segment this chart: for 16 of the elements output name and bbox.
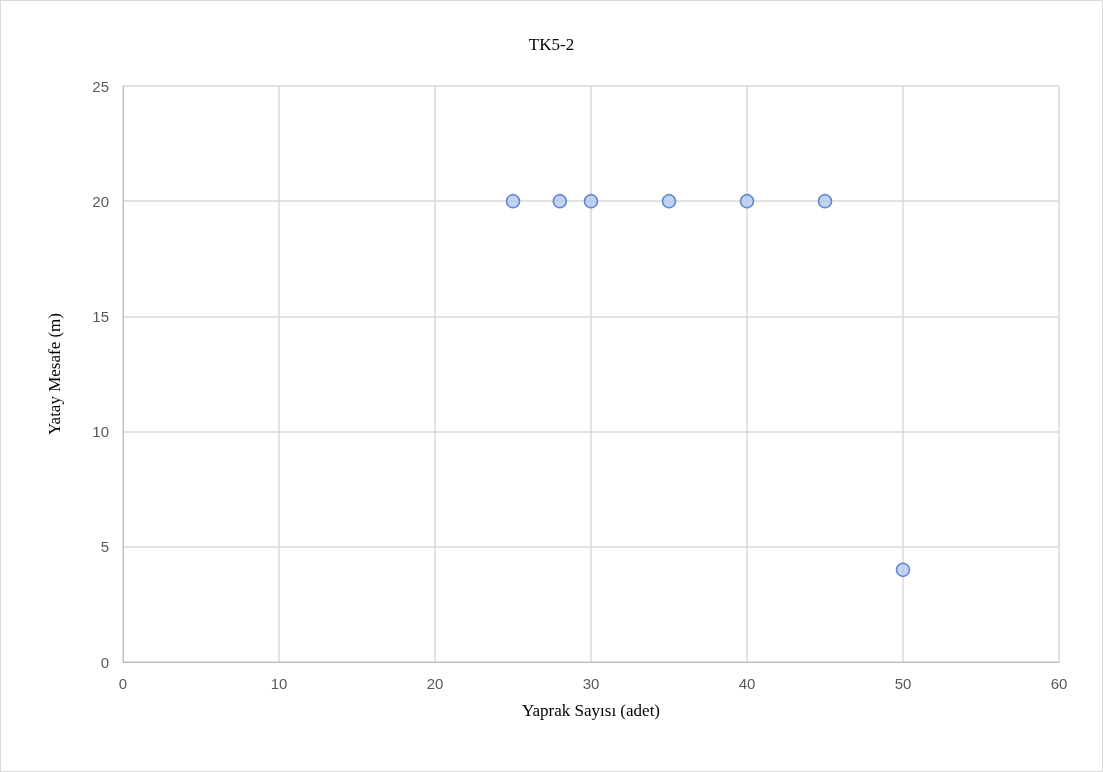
y-tick-label: 0: [100, 653, 109, 671]
y-tick-label: 15: [92, 307, 109, 325]
y-axis-title: Yatay Mesafe (m): [45, 313, 64, 435]
x-axis-title: Yaprak Sayısı (adet): [521, 701, 661, 720]
y-tick-label: 25: [92, 77, 109, 95]
x-tick-label: 30: [582, 675, 600, 692]
x-tick-label: 40: [738, 675, 756, 692]
y-tick-label: 5: [100, 538, 109, 556]
chart-title: TK5-2: [528, 35, 575, 54]
y-tick-label: 10: [92, 423, 109, 441]
x-tick-label: 20: [426, 675, 444, 692]
x-tick-label: 10: [270, 675, 288, 692]
x-tick-label: 0: [118, 675, 128, 692]
y-tick-label: 20: [92, 192, 109, 210]
x-tick-label: 60: [1050, 675, 1068, 692]
x-tick-label: 50: [894, 675, 912, 692]
